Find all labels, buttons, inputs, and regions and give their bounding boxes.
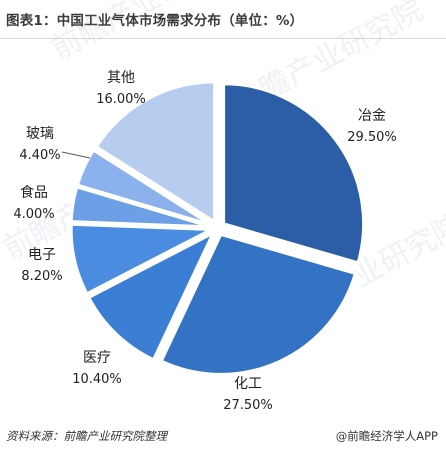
pie-slice-3 — [86, 229, 217, 362]
chart-title: 图表1：中国工业气体市场需求分布（单位：%） — [6, 13, 304, 29]
credit-note: @前瞻经济学人APP — [335, 429, 438, 443]
title-divider — [0, 38, 446, 39]
slice-label-name: 医疗 — [83, 350, 111, 366]
slice-labels: 冶金 29.50% 化工 27.50% 医疗 10.40% 电子 8.20% 食品 4.00% 玻璃… — [13, 70, 396, 413]
slice-label-value: 27.50% — [223, 398, 273, 413]
slice-label-value: 8.20% — [21, 269, 62, 284]
pie-slice-2 — [159, 232, 358, 376]
pie-slice-1 — [222, 82, 366, 265]
pie-slice-5 — [69, 185, 212, 229]
slice-label-value: 10.40% — [72, 372, 122, 387]
slice-label-name: 冶金 — [358, 108, 386, 124]
pie-slice-7 — [94, 80, 217, 225]
slice-label-name: 电子 — [28, 247, 56, 263]
leader-line — [61, 151, 91, 159]
slice-label-value: 16.00% — [96, 92, 146, 107]
slice-label-value: 29.50% — [347, 130, 397, 145]
slice-label-value: 4.00% — [13, 207, 54, 222]
pie-slice-6 — [75, 148, 213, 227]
watermark-text: 前瞻产业研究院 — [45, 0, 247, 67]
pie-slices — [69, 80, 366, 376]
slice-label-name: 化工 — [234, 376, 262, 392]
pie-slice-4 — [69, 222, 217, 296]
leader-lines — [61, 151, 91, 159]
slice-label-name: 玻璃 — [26, 125, 54, 142]
slice-label-value: 4.40% — [19, 148, 60, 163]
slice-label-name: 食品 — [20, 184, 48, 201]
source-note: 资料来源：前瞻产业研究院整理 — [6, 429, 167, 443]
slice-label-name: 其他 — [107, 70, 135, 86]
